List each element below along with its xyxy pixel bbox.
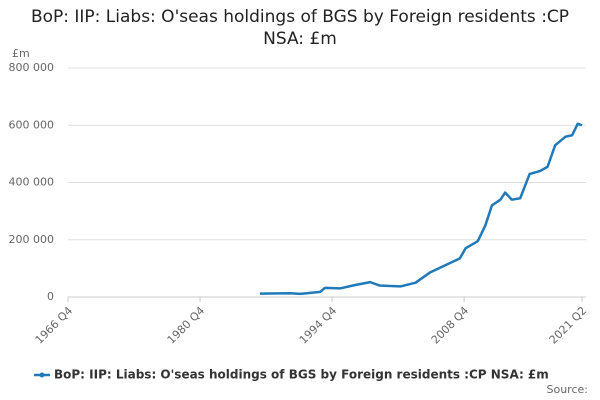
x-tick-label: 2021 Q2 xyxy=(547,304,590,347)
data-line xyxy=(259,122,583,296)
y-tick-label: 200 000 xyxy=(9,233,55,246)
x-tick-label: 1994 Q4 xyxy=(297,304,340,347)
y-tick-label: 0 xyxy=(47,290,54,303)
legend-label: BoP: IIP: Liabs: O'seas holdings of BGS … xyxy=(54,368,549,382)
y-tick-label: 400 000 xyxy=(9,176,55,189)
legend-marker xyxy=(39,372,45,378)
source: Source: xyxy=(547,383,589,396)
x-tick-label: 1966 Q4 xyxy=(33,304,76,347)
y-tick-label: 800 000 xyxy=(9,61,55,74)
y-tick-label: 600 000 xyxy=(9,118,55,131)
x-tick-label: 1980 Q4 xyxy=(165,304,208,347)
chart-title: BoP: IIP: Liabs: O'seas holdings of BGS … xyxy=(30,7,570,49)
y-axis-label: £m xyxy=(12,47,30,60)
x-tick-label: 2008 Q4 xyxy=(429,304,472,347)
